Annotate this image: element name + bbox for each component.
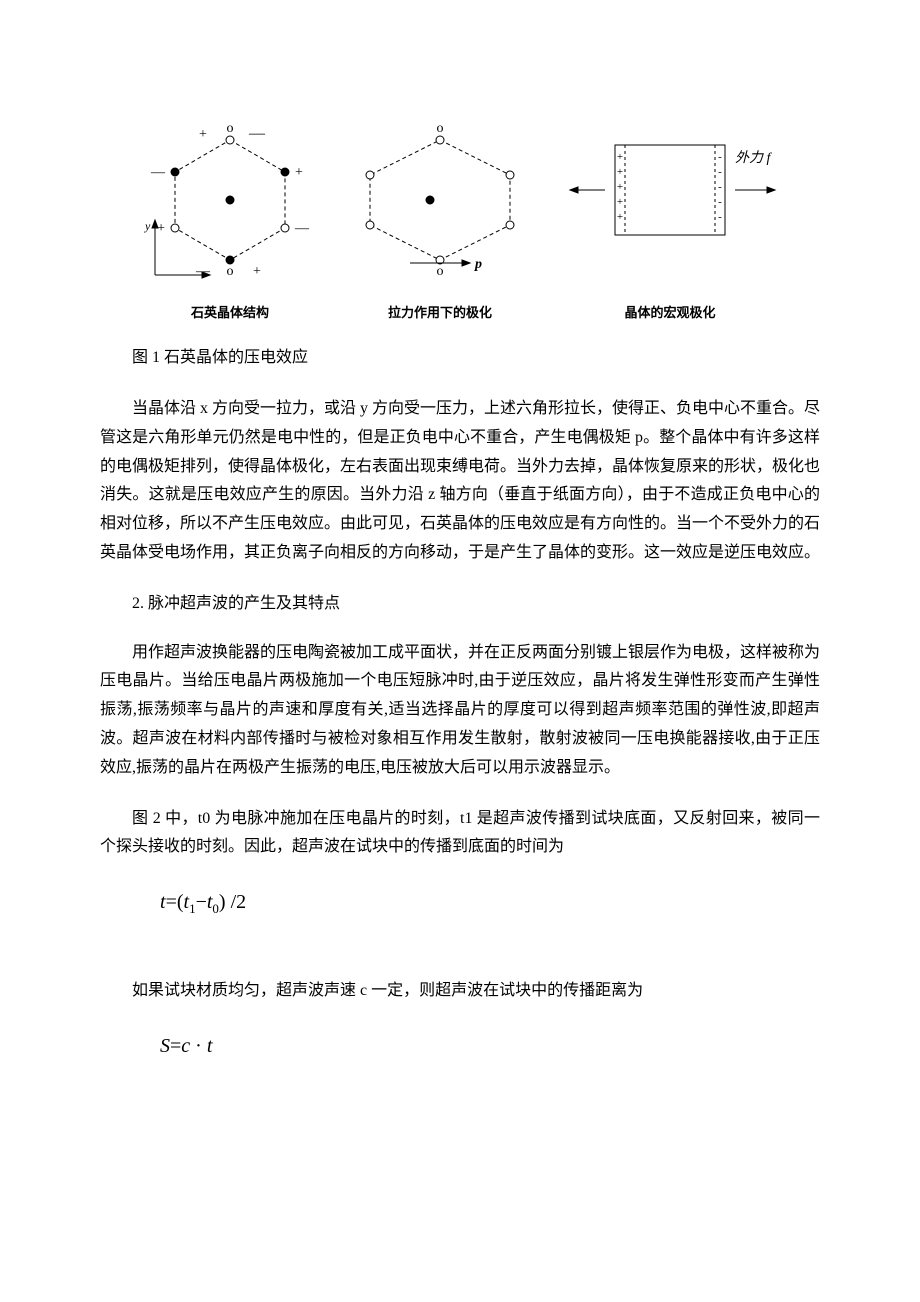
body-paragraph-3: 图 2 中，t0 为电脉冲施加在压电晶片的时刻，t1 是超声波传播到试块底面，又… <box>100 805 820 863</box>
eq2-c: c <box>181 1035 190 1057</box>
svg-text:+: + <box>295 165 303 180</box>
equation-1: t=(t1−t0) /2 <box>160 884 820 920</box>
eq2-t: t <box>207 1035 213 1057</box>
svg-text:o: o <box>227 264 234 279</box>
subfig1-caption: 石英晶体结构 <box>135 301 325 324</box>
body-paragraph-4: 如果试块材质均匀，超声波声速 c 一定，则超声波在试块中的传播距离为 <box>100 977 820 1006</box>
eq1-rp: ) <box>219 891 226 913</box>
body-paragraph-1: 当晶体沿 x 方向受一拉力，或沿 y 方向受一压力，上述六角形拉长，使得正、负电… <box>100 395 820 568</box>
eq2-eq: = <box>170 1035 181 1057</box>
equation-2: S=c · t <box>160 1028 820 1064</box>
macro-polarization-svg: + + + + + - - - - - 外力 f <box>555 120 785 280</box>
subfig2-caption: 拉力作用下的极化 <box>355 301 525 324</box>
eq2-dot: · <box>190 1035 207 1057</box>
body-paragraph-2: 用作超声波换能器的压电陶瓷被加工成平面状，并在正反两面分别镀上银层作为电极，这样… <box>100 639 820 783</box>
figure1-caption: 图 1 石英晶体的压电效应 <box>100 344 820 373</box>
svg-text:-: - <box>718 166 722 178</box>
svg-text:o: o <box>227 121 234 136</box>
svg-text:o: o <box>437 121 444 136</box>
svg-text:y: y <box>144 219 151 233</box>
svg-text:+: + <box>199 127 207 142</box>
svg-text:+: + <box>617 181 623 193</box>
svg-text:—: — <box>294 221 310 236</box>
eq1-lp: ( <box>177 891 184 913</box>
svg-text:+: + <box>617 211 623 223</box>
svg-text:+: + <box>617 151 623 163</box>
svg-text:+: + <box>617 196 623 208</box>
eq1-eq: = <box>166 891 177 913</box>
svg-text:-: - <box>718 151 722 163</box>
eq2-S: S <box>160 1035 170 1057</box>
svg-text:—: — <box>150 165 166 180</box>
section-heading-2: 2. 脉冲超声波的产生及其特点 <box>100 590 820 619</box>
svg-text:—: — <box>248 125 266 142</box>
polarization-svg: o o p <box>355 120 525 280</box>
subfigure-1: o + — + — — + o — + y x 石英晶体结构 <box>135 120 325 324</box>
svg-text:x: x <box>202 277 209 280</box>
quartz-structure-svg: o + — + — — + o — + y x <box>135 120 325 280</box>
svg-text:+: + <box>253 264 261 279</box>
eq1-minus: − <box>196 891 207 913</box>
subfig3-caption: 晶体的宏观极化 <box>555 301 785 324</box>
eq1-div2: /2 <box>226 891 247 913</box>
svg-text:o: o <box>437 264 444 279</box>
svg-text:+: + <box>617 166 623 178</box>
svg-text:-: - <box>718 181 722 193</box>
figure-1-container: o + — + — — + o — + y x 石英晶体结构 <box>100 120 820 324</box>
svg-text:外力 f: 外力 f <box>735 150 772 166</box>
subfigure-2: o o p 拉力作用下的极化 <box>355 120 525 324</box>
svg-text:-: - <box>718 196 722 208</box>
svg-text:-: - <box>718 211 722 223</box>
subfigure-3: + + + + + - - - - - 外力 f 晶体的宏观极化 <box>555 120 785 324</box>
svg-text:p: p <box>474 257 482 272</box>
